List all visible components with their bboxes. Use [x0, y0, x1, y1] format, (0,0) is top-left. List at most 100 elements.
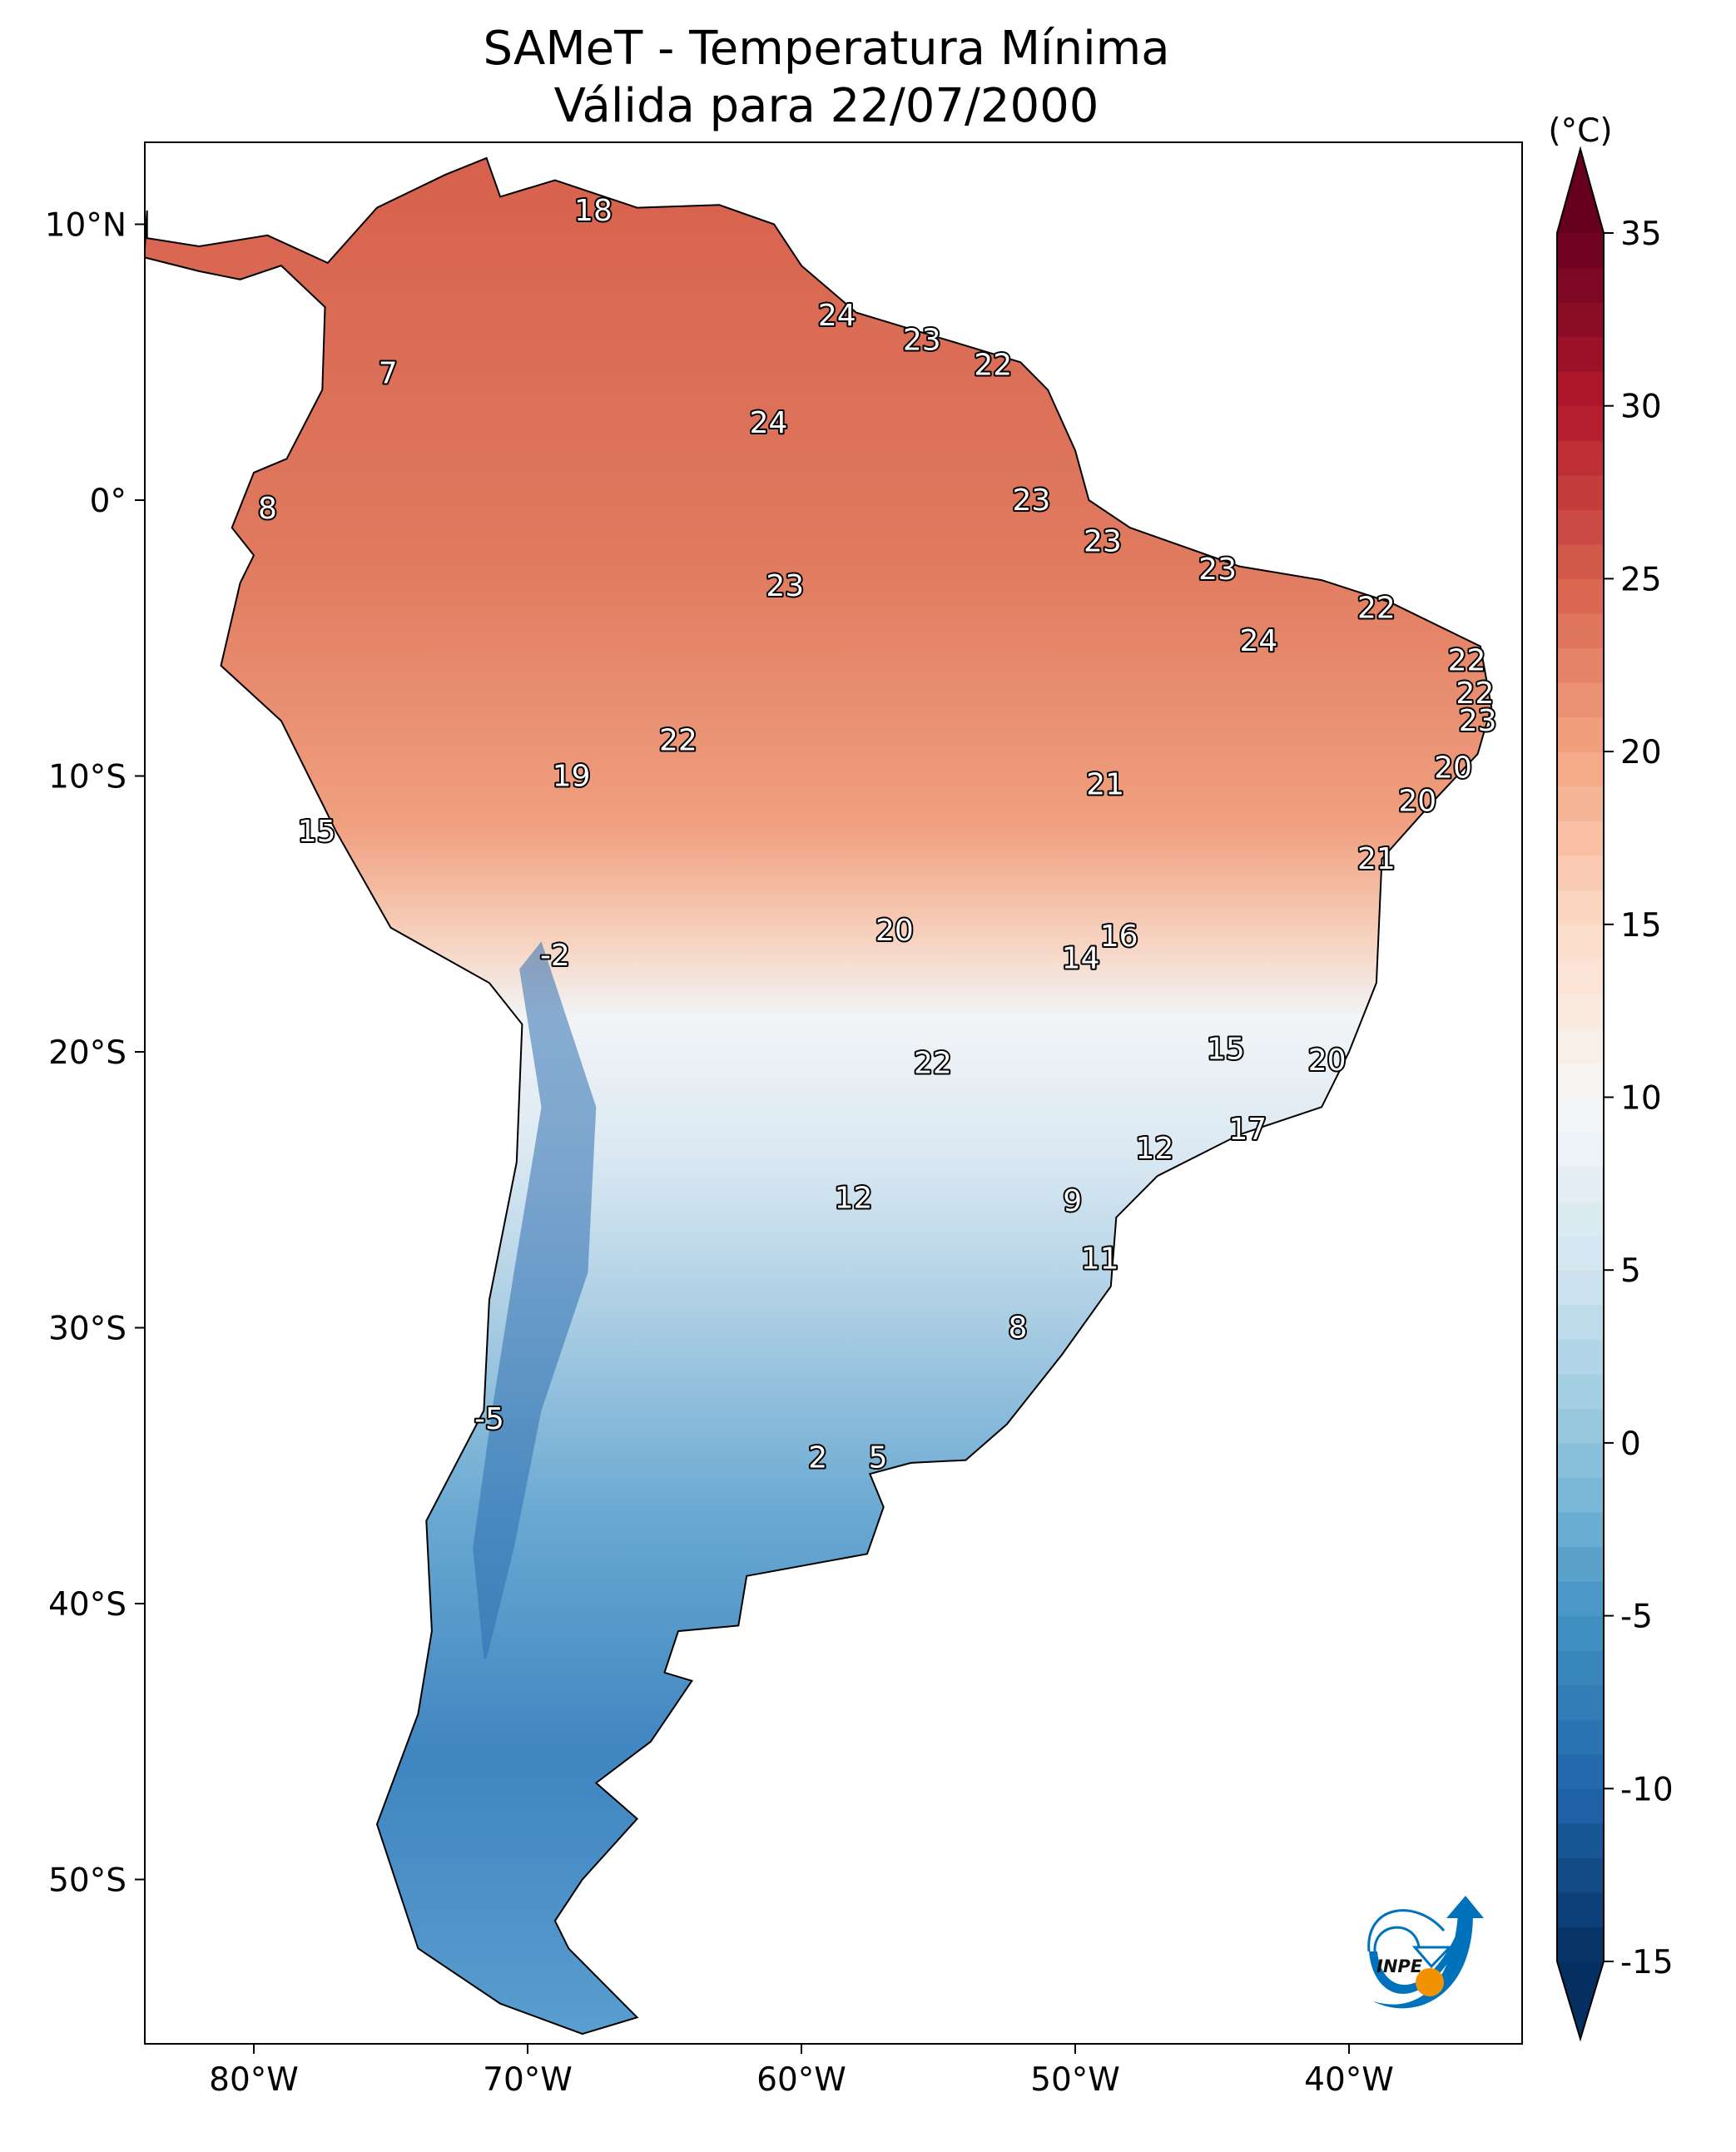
temperature-label: 19	[553, 760, 591, 794]
title-line-2: Válida para 22/07/2000	[554, 79, 1099, 133]
colorbar-band	[1557, 924, 1604, 959]
colorbar-band	[1557, 1201, 1604, 1237]
colorbar-band	[1557, 1650, 1604, 1686]
temperature-label: 15	[298, 815, 336, 849]
colorbar: (°C) 35 30 25 20 15 10 5 0 -5 -10 -15	[1548, 112, 1674, 2042]
colorbar-tick-label: -15	[1620, 1944, 1674, 1981]
colorbar-band	[1557, 1235, 1604, 1271]
colorbar-band	[1557, 336, 1604, 372]
temperature-label: 21	[1357, 842, 1396, 876]
colorbar-band	[1557, 1339, 1604, 1375]
temperature-label: 22	[1357, 591, 1396, 625]
temperature-label: 23	[766, 569, 804, 603]
colorbar-band	[1557, 647, 1604, 683]
colorbar-band	[1557, 1477, 1604, 1513]
colorbar-band	[1557, 1028, 1604, 1064]
colorbar-band	[1557, 890, 1604, 925]
x-tick-label: 60°W	[756, 2061, 846, 2099]
colorbar-band	[1557, 1892, 1604, 1928]
temperature-label: 8	[258, 492, 277, 526]
temperature-label: 7	[379, 357, 398, 391]
y-tick-label: 40°S	[48, 1586, 126, 1624]
colorbar-band	[1557, 786, 1604, 821]
colorbar-min-arrow	[1557, 1961, 1604, 2039]
temperature-label: 11	[1081, 1242, 1119, 1277]
temperature-label: 23	[1012, 483, 1050, 518]
colorbar-band	[1557, 543, 1604, 579]
y-tick-label: 50°S	[48, 1862, 126, 1900]
temperature-label: 23	[1459, 704, 1497, 738]
colorbar-band	[1557, 959, 1604, 994]
temperature-label: 16	[1100, 920, 1138, 954]
inpe-logo-text: INPE	[1376, 1956, 1423, 1976]
colorbar-tick-label: 10	[1620, 1080, 1662, 1118]
colorbar-band	[1557, 1511, 1604, 1548]
colorbar-band	[1557, 1062, 1604, 1098]
latitude-axis: 10°N 0° 10°S 20°S 30°S 40°S 50°S	[45, 207, 145, 1900]
x-tick-label: 40°W	[1304, 2061, 1394, 2099]
colorbar-tick-label: 25	[1620, 561, 1662, 598]
colorbar-band	[1557, 682, 1604, 718]
colorbar-band	[1557, 1926, 1604, 1962]
temperature-label: 24	[750, 406, 788, 440]
temperature-label: -5	[474, 1402, 504, 1436]
colorbar-tick-label: 15	[1620, 907, 1662, 945]
colorbar-band	[1557, 1408, 1604, 1444]
colorbar-band	[1557, 1753, 1604, 1789]
temperature-label: 22	[974, 349, 1012, 383]
colorbar-band	[1557, 1546, 1604, 1582]
temperature-label: 24	[818, 299, 856, 333]
temperature-label: 14	[1062, 941, 1100, 975]
colorbar-band	[1557, 612, 1604, 649]
colorbar-tick-label: -10	[1620, 1771, 1674, 1808]
colorbar-band	[1557, 1719, 1604, 1755]
colorbar-band	[1557, 717, 1604, 752]
colorbar-band	[1557, 821, 1604, 856]
colorbar-band	[1557, 1822, 1604, 1858]
temperature-label: 18	[574, 194, 613, 228]
colorbar-band	[1557, 1788, 1604, 1824]
map-frame	[144, 141, 1523, 2045]
temperature-label: 12	[1136, 1132, 1174, 1166]
x-tick-label: 50°W	[1030, 2061, 1120, 2099]
y-tick-label: 10°S	[48, 759, 126, 796]
y-tick-label: 0°	[90, 483, 126, 520]
colorbar-band	[1557, 440, 1604, 476]
temperature-label: 12	[835, 1182, 873, 1216]
temperature-label: 5	[869, 1440, 888, 1475]
colorbar-band	[1557, 1442, 1604, 1479]
colorbar-max-arrow	[1557, 149, 1604, 233]
temperature-label: 20	[875, 914, 914, 948]
colorbar-band	[1557, 993, 1604, 1029]
temperature-label: 8	[1008, 1312, 1027, 1346]
colorbar-band	[1557, 578, 1604, 614]
temperature-label: 23	[1084, 525, 1122, 559]
temperature-label: 15	[1207, 1033, 1245, 1067]
colorbar-band	[1557, 302, 1604, 338]
y-tick-label: 10°N	[45, 207, 126, 245]
temperature-label: 20	[1398, 784, 1436, 818]
colorbar-tick-label: 5	[1620, 1252, 1641, 1290]
colorbar-band	[1557, 1581, 1604, 1617]
temperature-label: 23	[1198, 553, 1237, 587]
colorbar-band	[1557, 474, 1604, 510]
colorbar-band	[1557, 1373, 1604, 1409]
temperature-label: 22	[659, 723, 697, 757]
temperature-label: 24	[1240, 624, 1278, 658]
colorbar-band	[1557, 233, 1604, 269]
colorbar-band	[1557, 267, 1604, 303]
colorbar-tick-label: 20	[1620, 734, 1662, 771]
colorbar-band	[1557, 405, 1604, 441]
colorbar-band	[1557, 1132, 1604, 1168]
temperature-label: 20	[1308, 1044, 1347, 1078]
colorbar-band	[1557, 1097, 1604, 1133]
temperature-label: 22	[1456, 677, 1494, 711]
temperature-label: 9	[1063, 1184, 1082, 1218]
colorbar-band	[1557, 509, 1604, 545]
colorbar-tick-label: 0	[1620, 1426, 1641, 1463]
colorbar-band	[1557, 1615, 1604, 1651]
temperature-label: 20	[1434, 751, 1472, 786]
x-tick-label: 80°W	[209, 2061, 299, 2099]
